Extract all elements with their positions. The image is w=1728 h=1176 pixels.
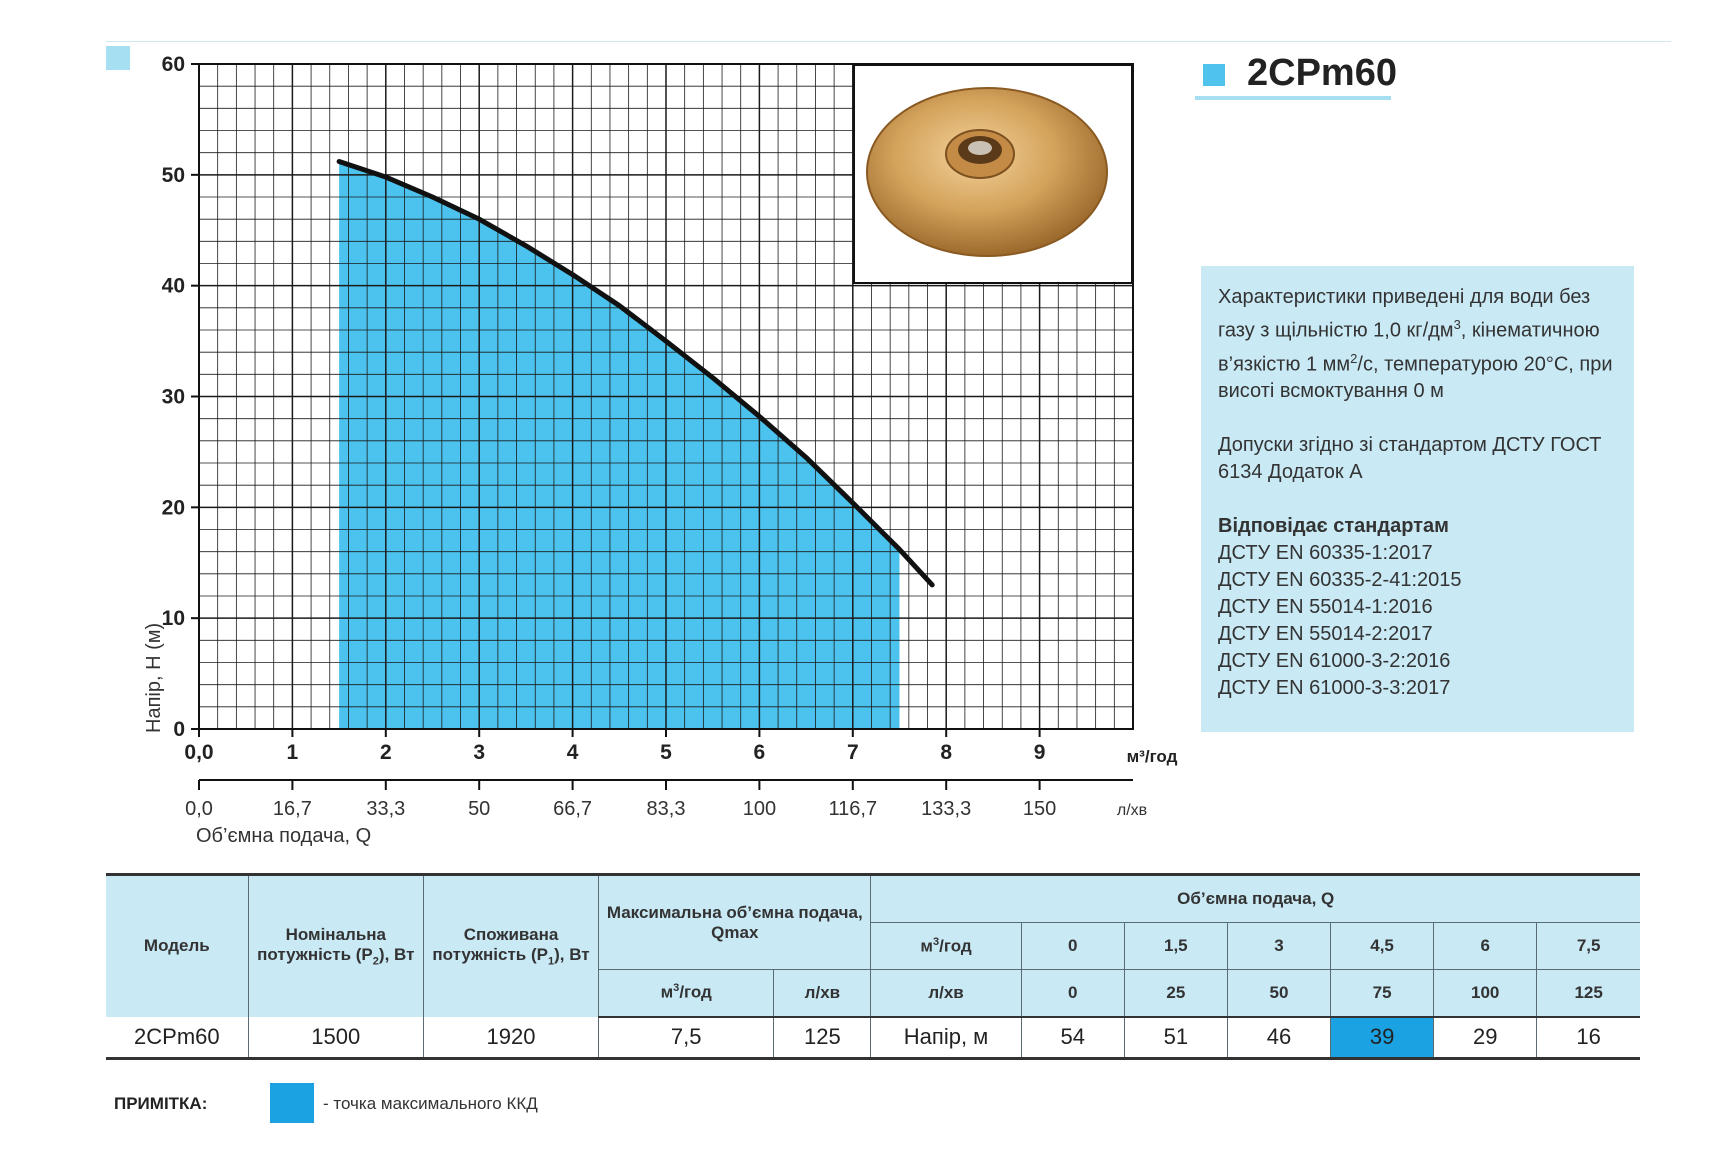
x-unit-label: м³/год — [1127, 747, 1178, 766]
cell-qmax-lmin: 125 — [773, 1016, 872, 1060]
x2-tick-label: 150 — [1023, 798, 1056, 820]
unit-lmin: л/хв — [870, 969, 1022, 1018]
x2-tick-label: 100 — [743, 798, 776, 820]
y-tick-label: 10 — [162, 607, 185, 630]
info-text: /с, температурою 20°С, при висоті всмокт… — [1218, 353, 1613, 403]
flow-m3-cell: 1,5 — [1124, 922, 1228, 970]
flow-lmin-cell: 125 — [1536, 969, 1640, 1018]
standards-list: ДСТУ EN 60335-1:2017 ДСТУ EN 60335-2-41:… — [1218, 540, 1616, 702]
header-flow: Об’ємна подача, Q — [870, 873, 1640, 923]
note-text: - точка максимального ККД — [323, 1094, 538, 1113]
note-label: ПРИМІТКА: — [114, 1094, 208, 1113]
info-tolerances: Допуски згідно зі стандартом ДСТУ ГОСТ 6… — [1218, 434, 1602, 484]
x-tick-label: 3 — [473, 741, 485, 764]
standard-item: ДСТУ EN 55014-2:2017 — [1218, 623, 1433, 646]
x-tick-label: 6 — [754, 741, 766, 764]
cell-head: 54 — [1021, 1016, 1125, 1060]
info-panel: Характеристики приведені для води без га… — [1201, 266, 1634, 732]
impeller-image — [866, 87, 1108, 257]
cell-head: 51 — [1124, 1016, 1228, 1060]
x-tick-label: 4 — [567, 741, 579, 764]
corner-marker — [106, 46, 130, 70]
y-axis-title: Напір, Н (м) — [143, 623, 165, 733]
impeller-photo — [853, 64, 1133, 284]
title-underline — [1195, 96, 1391, 100]
pump-curve-chart: 0 10 20 30 40 50 60 0,0 1 2 3 4 5 6 7 8 9 м³/год 0,0 16,7 33… — [143, 53, 1178, 847]
flow-lmin-cell: 0 — [1021, 969, 1125, 1018]
cell-head: 16 — [1536, 1016, 1640, 1060]
flow-lmin-cell: 100 — [1433, 969, 1538, 1018]
top-rule — [106, 41, 1671, 42]
x-tick-label: 5 — [660, 741, 672, 764]
cell-p1: 1920 — [423, 1016, 600, 1060]
x-tick-label: 9 — [1034, 741, 1046, 764]
x2-tick-label: 16,7 — [273, 798, 312, 820]
note-swatch — [270, 1083, 314, 1123]
info-sup: 2 — [1350, 350, 1358, 366]
info-sup: 3 — [1453, 317, 1461, 332]
info-text: , кінематичною в’язкістю 1 мм — [1218, 319, 1600, 376]
qmax-unit-m3h: м3/год — [598, 969, 775, 1018]
x2-tick-label: 33,3 — [366, 798, 405, 820]
x2-unit-label: л/хв — [1117, 802, 1147, 819]
standard-item: ДСТУ EN 60335-2-41:2015 — [1218, 569, 1462, 592]
header-model: Модель — [106, 873, 249, 1017]
flow-lmin-cell: 75 — [1330, 969, 1435, 1018]
cell-head-label: Напір, м — [870, 1016, 1022, 1060]
head-curve — [336, 159, 935, 588]
x2-tick-label: 83,3 — [647, 798, 686, 820]
y-tick-label: 40 — [162, 275, 185, 298]
standard-item: ДСТУ EN 61000-3-2:2016 — [1218, 650, 1451, 673]
x-axis-title: Об’ємна подача, Q — [196, 825, 371, 847]
x2-tick-label: 50 — [468, 798, 490, 820]
flow-m3-cell: 6 — [1433, 922, 1538, 970]
x-tick-label: 7 — [847, 741, 859, 764]
y-tick-label: 20 — [162, 496, 185, 519]
x2-tick-label: 133,3 — [921, 798, 971, 820]
x2-tick-label: 0,0 — [185, 798, 213, 820]
info-text: Характеристики приведені для води без га… — [1218, 286, 1591, 342]
flow-m3-cell: 4,5 — [1330, 922, 1435, 970]
x-tick-label: 1 — [287, 741, 299, 764]
standard-item: ДСТУ EN 61000-3-3:2017 — [1218, 677, 1451, 700]
header-nominal-power: Номінальна потужність (P2), Вт — [248, 873, 424, 1017]
standard-item: ДСТУ EN 60335-1:2017 — [1218, 542, 1433, 565]
model-title-text: 2CPm60 — [1247, 52, 1397, 94]
y-tick-label: 0 — [173, 718, 185, 741]
flow-lmin-cell: 50 — [1227, 969, 1332, 1018]
table-row: 2CPm60 1500 1920 7,5 125 Напір, м 54 51 … — [106, 1016, 1640, 1060]
info-conditions: Характеристики приведені для води без га… — [1218, 284, 1616, 405]
cell-head: 46 — [1227, 1016, 1332, 1060]
cell-model: 2CPm60 — [106, 1016, 249, 1060]
y-tick-label: 30 — [162, 386, 185, 409]
y-tick-label: 50 — [162, 164, 185, 187]
x2-tick-label: 66,7 — [553, 798, 592, 820]
cell-head: 29 — [1433, 1016, 1538, 1060]
cell-qmax-m3: 7,5 — [598, 1016, 775, 1060]
header-qmax: Максимальна об’ємна подача, Qmax — [598, 873, 872, 970]
qmax-unit-lmin: л/хв — [773, 969, 872, 1018]
flow-m3-cell: 0 — [1021, 922, 1125, 970]
header-consumed-power: Споживана потужність (P1), Вт — [423, 873, 600, 1017]
x-tick-label: 2 — [380, 741, 392, 764]
flow-lmin-cell: 25 — [1124, 969, 1228, 1018]
x2-tick-label: 116,7 — [829, 798, 878, 820]
y-tick-label: 60 — [162, 53, 185, 76]
x-tick-label: 0,0 — [184, 741, 213, 764]
flow-m3-cell: 3 — [1227, 922, 1332, 970]
standards-title: Відповідає стандартам — [1218, 515, 1449, 538]
cell-p2: 1500 — [248, 1016, 424, 1060]
standard-item: ДСТУ EN 55014-1:2016 — [1218, 596, 1433, 619]
title-marker — [1203, 64, 1225, 86]
specs-table: Модель Номінальна потужність (P2), Вт Сп… — [106, 873, 1640, 1060]
x-tick-label: 8 — [940, 741, 952, 764]
cell-head: 39 — [1330, 1016, 1435, 1060]
flow-m3-cell: 7,5 — [1536, 922, 1640, 970]
unit-m3h: м3/год — [870, 922, 1022, 970]
